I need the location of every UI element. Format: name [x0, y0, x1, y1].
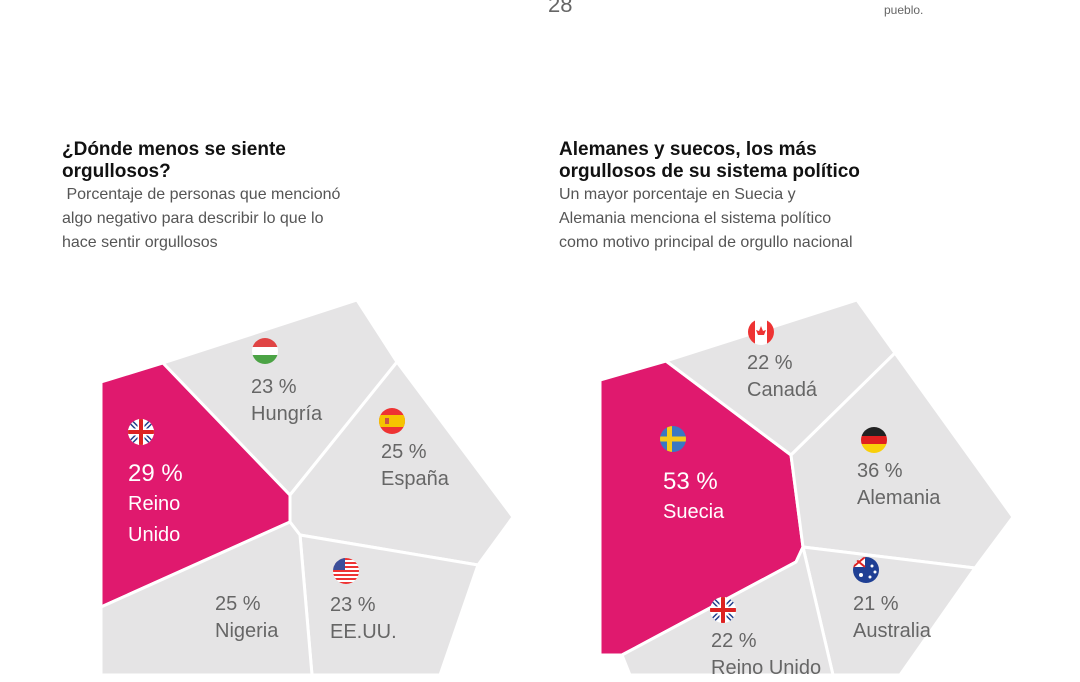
cell-label-eeuu: 23 % EE.UU. [330, 594, 397, 643]
panel-2-heading: Alemanes y suecos, los más orgullosos de … [559, 139, 860, 255]
cell-label-canada: 22 % Canadá [747, 352, 818, 401]
cell-label-hungria: 23 % Hungría [251, 376, 323, 425]
uk-flag-icon [710, 597, 736, 623]
panel-subtitle: Porcentaje de personas que mencionó algo … [62, 186, 341, 251]
cell-label-reino-unido-2: 22 % Reino Unido [711, 630, 822, 679]
sweden-flag-icon [660, 426, 686, 452]
panel-title: ¿Dónde menos se siente orgullosos? [62, 139, 286, 182]
panel-subtitle: Un mayor porcentaje en Suecia y Alemania … [559, 186, 853, 251]
cell-label-nigeria: 25 % Nigeria [215, 593, 279, 642]
usa-flag-icon [333, 558, 359, 584]
spain-flag-icon [379, 408, 405, 434]
cell-label-alemania: 36 % Alemania [857, 460, 941, 509]
page-number: 28 [548, 0, 573, 17]
cell-label-australia: 21 % Australia [853, 593, 931, 642]
top-note: pueblo. [884, 3, 924, 17]
cell-label-reino-unido: 29 % Reino Unido [128, 460, 183, 546]
panel-title: Alemanes y suecos, los más orgullosos de … [559, 139, 860, 182]
hungary-flag-icon [252, 338, 278, 364]
uk-flag-icon [128, 419, 154, 445]
cell-label-espana: 25 % España [381, 441, 449, 490]
australia-flag-icon [853, 557, 879, 583]
germany-flag-icon [861, 427, 887, 453]
panel-1-heading: ¿Dónde menos se siente orgullosos? Porcen… [62, 139, 340, 255]
canada-flag-icon [748, 319, 774, 345]
cell-label-suecia: 53 % Suecia [663, 468, 725, 523]
cell-nigeria [99, 520, 314, 675]
